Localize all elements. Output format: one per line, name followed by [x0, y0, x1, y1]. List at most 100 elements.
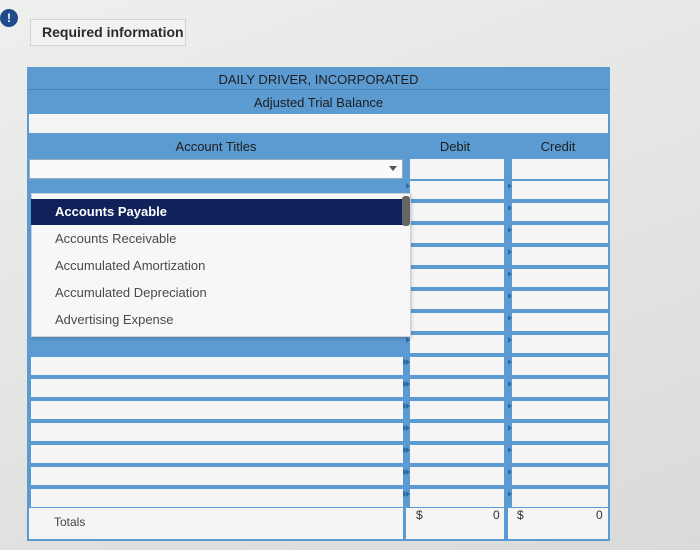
debit-entry-cell[interactable]	[410, 423, 504, 441]
dropdown-option-advertising-expense[interactable]: Advertising Expense	[55, 312, 174, 327]
row-marker-icon	[508, 315, 512, 321]
required-info-tab[interactable]	[30, 19, 186, 46]
row-marker-icon	[403, 403, 407, 409]
row-marker-icon	[403, 447, 407, 453]
row-marker-icon	[406, 337, 410, 343]
row-marker-icon	[508, 249, 512, 255]
credit-entry-cell[interactable]	[512, 445, 608, 463]
dropdown-option-accumulated-depreciation[interactable]: Accumulated Depreciation	[55, 285, 207, 300]
debit-entry-cell[interactable]	[410, 467, 504, 485]
totals-credit-cell	[508, 508, 608, 539]
credit-entry-cell[interactable]	[512, 489, 608, 507]
credit-entry-cell[interactable]	[512, 203, 608, 221]
row-marker-icon	[406, 447, 410, 453]
row-marker-icon	[508, 227, 512, 233]
debit-entry-cell[interactable]	[410, 489, 504, 507]
row-marker-icon	[403, 469, 407, 475]
row-marker-icon	[406, 359, 410, 365]
row-marker-icon	[508, 447, 512, 453]
account-titles-header: Account Titles	[175, 139, 257, 154]
row-marker-icon	[508, 337, 512, 343]
account-entry-cell[interactable]	[31, 423, 403, 441]
row-marker-icon	[406, 381, 410, 387]
row-marker-icon	[508, 491, 512, 497]
debit-entry-cell[interactable]	[410, 269, 504, 287]
chevron-down-icon[interactable]	[389, 166, 397, 171]
debit-entry-cell[interactable]	[410, 181, 504, 199]
credit-entry-cell[interactable]	[512, 379, 608, 397]
credit-entry-cell[interactable]	[512, 357, 608, 375]
debit-header-cell	[406, 135, 504, 157]
credit-header: Credit	[540, 139, 576, 154]
totals-debit-value: 0	[493, 508, 500, 522]
dropdown-option-accounts-receivable[interactable]: Accounts Receivable	[55, 231, 177, 246]
credit-entry-cell[interactable]	[512, 313, 608, 331]
exclamation-icon: !	[0, 9, 18, 27]
credit-entry-cell[interactable]	[512, 467, 608, 485]
debit-entry-cell[interactable]	[410, 401, 504, 419]
totals-label-cell	[29, 508, 403, 539]
debit-entry-cell[interactable]	[410, 247, 504, 265]
row-marker-icon	[508, 205, 512, 211]
account-titles-header-cell	[29, 135, 403, 157]
credit-entry-cell[interactable]	[512, 335, 608, 353]
debit-entry-cell[interactable]	[410, 203, 504, 221]
debit-entry-cell[interactable]	[410, 335, 504, 353]
row-marker-icon	[508, 403, 512, 409]
totals-debit-cell	[406, 508, 504, 539]
debit-entry-cell[interactable]	[410, 225, 504, 243]
debit-entry-cell[interactable]	[410, 291, 504, 309]
credit-entry-cell[interactable]	[512, 181, 608, 199]
credit-entry-cell[interactable]	[512, 291, 608, 309]
title-divider	[27, 89, 610, 90]
credit-entry-cell[interactable]	[512, 423, 608, 441]
account-entry-cell[interactable]	[31, 467, 403, 485]
row-marker-icon	[508, 425, 512, 431]
account-entry-cell[interactable]	[31, 401, 403, 419]
row-marker-icon	[508, 381, 512, 387]
debit-header: Debit	[439, 139, 471, 154]
debit-entry-cell[interactable]	[410, 159, 504, 179]
company-name: DAILY DRIVER, INCORPORATED	[218, 72, 419, 87]
row-marker-icon	[406, 183, 410, 189]
row-marker-icon	[508, 293, 512, 299]
debit-entry-cell[interactable]	[410, 379, 504, 397]
row-marker-icon	[403, 491, 407, 497]
account-entry-cell[interactable]	[31, 357, 403, 375]
credit-entry-cell[interactable]	[512, 225, 608, 243]
sheet-title-band	[27, 67, 610, 113]
debit-entry-cell[interactable]	[410, 445, 504, 463]
debit-entry-cell[interactable]	[410, 357, 504, 375]
row-marker-icon	[403, 381, 407, 387]
totals-debit-symbol: $	[416, 508, 423, 522]
credit-entry-cell[interactable]	[512, 269, 608, 287]
account-entry-cell[interactable]	[31, 379, 403, 397]
row-marker-icon	[406, 491, 410, 497]
dropdown-option-accumulated-amortization[interactable]: Accumulated Amortization	[55, 258, 206, 273]
row-marker-icon	[406, 403, 410, 409]
credit-header-cell	[508, 135, 608, 157]
statement-title: Adjusted Trial Balance	[253, 95, 384, 110]
row-marker-icon	[403, 359, 407, 365]
totals-credit-value: 0	[596, 508, 603, 522]
row-marker-icon	[508, 183, 512, 189]
credit-entry-cell[interactable]	[512, 401, 608, 419]
row-marker-icon	[406, 425, 410, 431]
account-select[interactable]	[29, 159, 403, 179]
debit-entry-cell[interactable]	[410, 313, 504, 331]
credit-entry-cell[interactable]	[512, 159, 608, 179]
dropdown-option-accounts-payable[interactable]: Accounts Payable	[31, 199, 403, 225]
totals-label: Totals	[54, 515, 86, 529]
account-entry-cell[interactable]	[31, 489, 403, 507]
row-marker-icon	[508, 359, 512, 365]
required-info-label: Required information	[42, 24, 184, 40]
row-marker-icon	[508, 469, 512, 475]
totals-credit-symbol: $	[517, 508, 524, 522]
dropdown-scrollbar[interactable]	[402, 196, 410, 226]
row-marker-icon	[508, 271, 512, 277]
blank-row	[29, 114, 608, 133]
credit-entry-cell[interactable]	[512, 247, 608, 265]
account-entry-cell[interactable]	[31, 445, 403, 463]
row-marker-icon	[403, 425, 407, 431]
